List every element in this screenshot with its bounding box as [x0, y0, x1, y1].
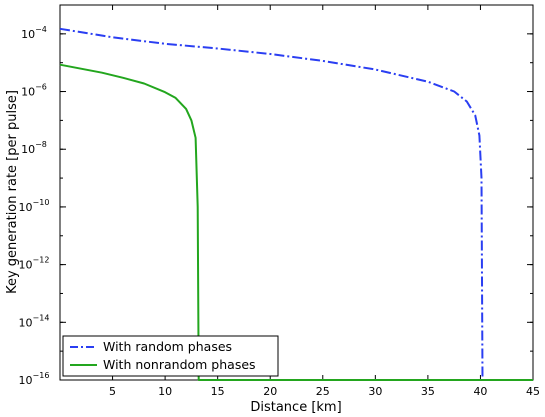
y-tick-label: 10−16 [19, 371, 50, 387]
y-tick-label: 10−4 [21, 25, 47, 41]
series-line-0 [59, 27, 533, 381]
x-tick-label: 40 [473, 385, 487, 398]
x-tick-label: 5 [109, 385, 116, 398]
legend-label-nonrandom: With nonrandom phases [103, 357, 256, 372]
x-tick-label: 45 [526, 385, 540, 398]
x-tick-label: 10 [158, 385, 172, 398]
legend-box [62, 335, 279, 377]
x-axis-label: Distance [km] [250, 400, 341, 415]
x-tick-label: 35 [421, 385, 435, 398]
legend-label-random: With random phases [103, 339, 232, 354]
series-lines [59, 27, 533, 381]
x-tick-label: 20 [263, 385, 277, 398]
legend: With random phases With nonrandom phases [62, 335, 279, 377]
y-axis: 10−4 10−6 10−8 10−10 10−12 10−14 10−16 [19, 4, 533, 387]
x-tick-label: 15 [211, 385, 225, 398]
y-tick-label: 10−14 [19, 313, 50, 329]
x-tick-label: 25 [316, 385, 330, 398]
y-tick-label: 10−8 [21, 140, 47, 156]
x-tick-label: 30 [368, 385, 382, 398]
y-tick-label: 10−6 [21, 83, 47, 99]
x-axis: 5 10 15 20 25 30 35 40 45 [109, 5, 540, 398]
y-tick-label: 10−12 [19, 256, 50, 272]
plot-frame [59, 4, 534, 381]
y-axis-label: Key generation rate [per pulse] [5, 90, 20, 294]
series-line-1 [59, 63, 533, 381]
y-tick-label: 10−10 [19, 198, 50, 214]
